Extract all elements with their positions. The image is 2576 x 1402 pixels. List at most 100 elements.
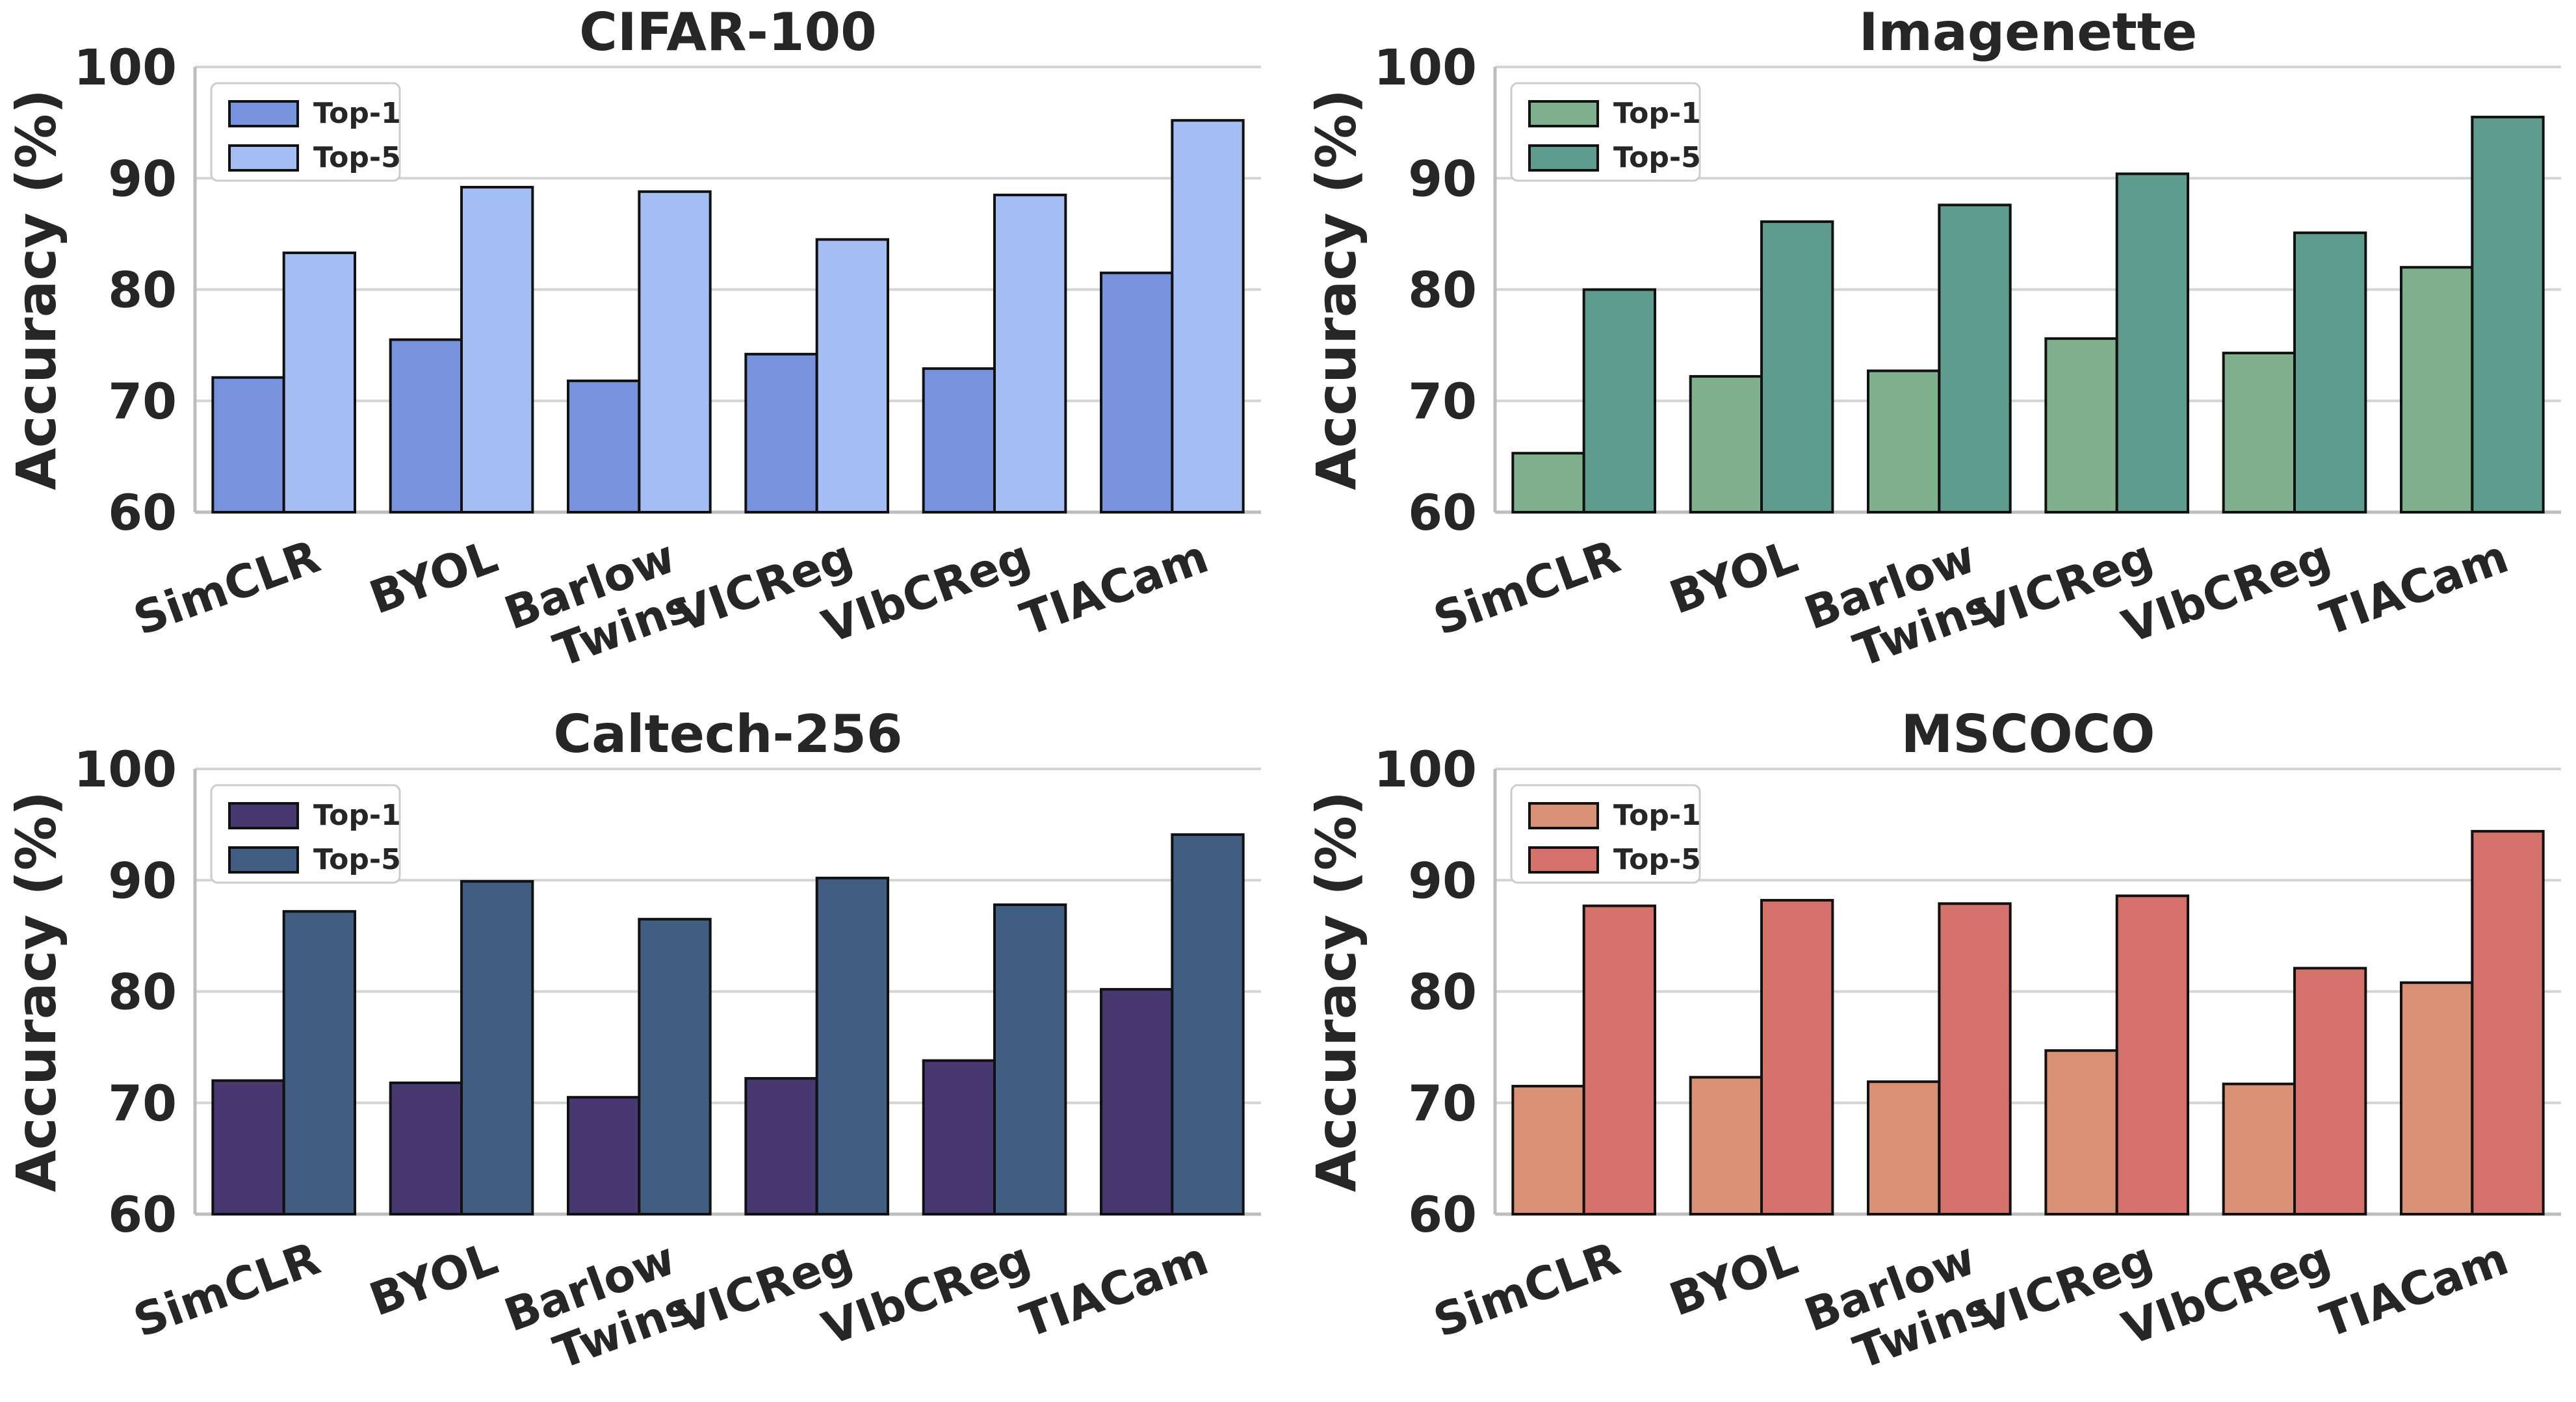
x-tick-label: TIACam <box>2314 1232 2516 1349</box>
bar-top-5-tiacam <box>1171 833 1245 1215</box>
bar-top-5-byol <box>460 185 534 513</box>
y-tick-label: 70 <box>108 372 177 430</box>
bar-top-1-vicreg <box>2044 1049 2118 1215</box>
y-axis-label: Accuracy (%) <box>1305 791 1368 1192</box>
bar-top-5-simclr <box>282 910 356 1215</box>
x-tick-label: SimCLR <box>1427 1232 1626 1348</box>
bar-top-5-barlow-twins <box>638 190 712 513</box>
x-tick-label: TIACam <box>2314 530 2516 647</box>
bar-top-1-vibcreg <box>2222 352 2296 513</box>
y-tick-label: 70 <box>108 1074 177 1132</box>
bar-top-5-byol <box>460 879 534 1215</box>
legend-swatch-top-5 <box>1528 846 1599 874</box>
y-tick-label: 80 <box>108 261 177 319</box>
x-tick-label: SimCLR <box>127 530 326 646</box>
y-tick-label: 80 <box>1408 963 1477 1021</box>
y-tick-label: 80 <box>108 963 177 1021</box>
bar-top-5-byol <box>1760 220 1834 513</box>
y-tick-label: 100 <box>73 38 177 96</box>
chart-panel-caltech-256: 60 70 80 90 100 Caltech-256 Accuracy (%) SimCLR… <box>5 704 1261 1391</box>
legend-label-top-1: Top-1 <box>313 97 401 130</box>
bar-top-5-vibcreg <box>2293 231 2367 513</box>
y-tick-label: 60 <box>108 1186 177 1243</box>
bar-top-1-vicreg <box>744 352 818 514</box>
legend-swatch-top-5 <box>1528 144 1599 172</box>
y-axis-label: Accuracy (%) <box>5 89 68 490</box>
bar-top-5-simclr <box>282 251 356 513</box>
chart-panel-imagenette: 60 70 80 90 100 Imagenette Accuracy (%) SimCLR B… <box>1305 2 2561 689</box>
legend-swatch-top-1 <box>228 100 299 127</box>
bar-top-5-vicreg <box>815 238 889 513</box>
bar-top-1-barlow-twins <box>567 379 641 513</box>
chart-title: Caltech-256 <box>553 704 902 764</box>
legend-label-top-5: Top-5 <box>1613 141 1701 174</box>
y-tick-label: 100 <box>1373 38 1477 96</box>
y-tick-label: 90 <box>108 149 177 207</box>
y-tick-label: 70 <box>1408 1074 1477 1132</box>
chart-panel-cifar-100: 60 70 80 90 100 CIFAR-100 Accuracy (%) SimCLR BY… <box>5 2 1261 689</box>
x-tick-label: VIbCReg <box>816 530 1037 654</box>
bar-top-1-barlow-twins <box>567 1096 641 1215</box>
y-tick-label: 60 <box>1408 484 1477 541</box>
legend-swatch-top-5 <box>228 144 299 172</box>
bar-top-1-barlow-twins <box>1867 369 1941 514</box>
legend-label-top-5: Top-5 <box>313 843 401 876</box>
bar-top-5-vibcreg <box>2293 967 2367 1215</box>
bar-top-1-vibcreg <box>922 367 996 514</box>
bar-top-1-simclr <box>211 376 285 513</box>
bar-top-1-vibcreg <box>922 1059 996 1216</box>
x-tick-label: BYOL <box>363 1232 504 1327</box>
bar-top-5-vicreg <box>2115 894 2190 1215</box>
legend-label-top-1: Top-1 <box>1613 799 1701 832</box>
bar-top-5-tiacam <box>2471 116 2545 513</box>
bar-top-1-simclr <box>1511 1085 1585 1215</box>
y-tick-label: 90 <box>108 851 177 909</box>
legend-swatch-top-1 <box>228 802 299 829</box>
x-tick-label: VIbCReg <box>816 1232 1037 1356</box>
legend-label-top-5: Top-5 <box>1613 843 1701 876</box>
y-tick-label: 60 <box>1408 1186 1477 1243</box>
bar-top-5-tiacam <box>1171 119 1245 513</box>
bar-top-1-vicreg <box>744 1077 818 1215</box>
legend-label-top-1: Top-1 <box>1613 97 1701 130</box>
x-tick-label: VIbCReg <box>2116 1232 2337 1356</box>
bar-top-1-byol <box>1689 375 1763 514</box>
bar-top-1-vibcreg <box>2222 1082 2296 1215</box>
x-tick-label: BYOL <box>1663 1232 1804 1327</box>
chart-title: Imagenette <box>1859 2 2198 62</box>
y-tick-label: 60 <box>108 484 177 541</box>
bar-top-5-byol <box>1760 899 1834 1215</box>
y-tick-label: 90 <box>1408 149 1477 207</box>
chart-title: CIFAR-100 <box>579 2 877 62</box>
x-tick-label: BarlowTwins <box>1798 1232 2000 1391</box>
y-tick-label: 90 <box>1408 851 1477 909</box>
legend-swatch-top-1 <box>1528 100 1599 127</box>
bar-top-5-vicreg <box>2115 172 2190 513</box>
bar-top-1-byol <box>389 1081 463 1216</box>
bar-top-5-barlow-twins <box>1938 902 2012 1216</box>
x-tick-label: BarlowTwins <box>498 530 700 689</box>
x-tick-label: BarlowTwins <box>498 1232 700 1391</box>
x-tick-label: SimCLR <box>1427 530 1626 646</box>
x-tick-label: BYOL <box>363 530 504 625</box>
y-tick-label: 80 <box>1408 261 1477 319</box>
bar-top-5-vibcreg <box>993 193 1067 513</box>
chart-panel-mscoco: 60 70 80 90 100 MSCOCO Accuracy (%) SimCLR BYOLB… <box>1305 704 2561 1391</box>
x-tick-label: SimCLR <box>127 1232 326 1348</box>
x-tick-label: VIbCReg <box>2116 530 2337 654</box>
y-tick-label: 100 <box>73 740 177 798</box>
bar-top-5-simclr <box>1582 288 1657 513</box>
legend-label-top-5: Top-5 <box>313 141 401 174</box>
y-axis-label: Accuracy (%) <box>5 791 68 1192</box>
bar-top-1-barlow-twins <box>1867 1080 1941 1216</box>
legend-swatch-top-1 <box>1528 802 1599 829</box>
y-axis-label: Accuracy (%) <box>1305 89 1368 490</box>
y-tick-label: 100 <box>1373 740 1477 798</box>
bar-top-5-simclr <box>1582 904 1657 1215</box>
bar-top-5-barlow-twins <box>638 918 712 1215</box>
bar-top-1-simclr <box>211 1079 285 1215</box>
x-tick-label: BarlowTwins <box>1798 530 2000 689</box>
bar-top-1-tiacam <box>1100 988 1174 1215</box>
bar-top-1-byol <box>1689 1076 1763 1216</box>
